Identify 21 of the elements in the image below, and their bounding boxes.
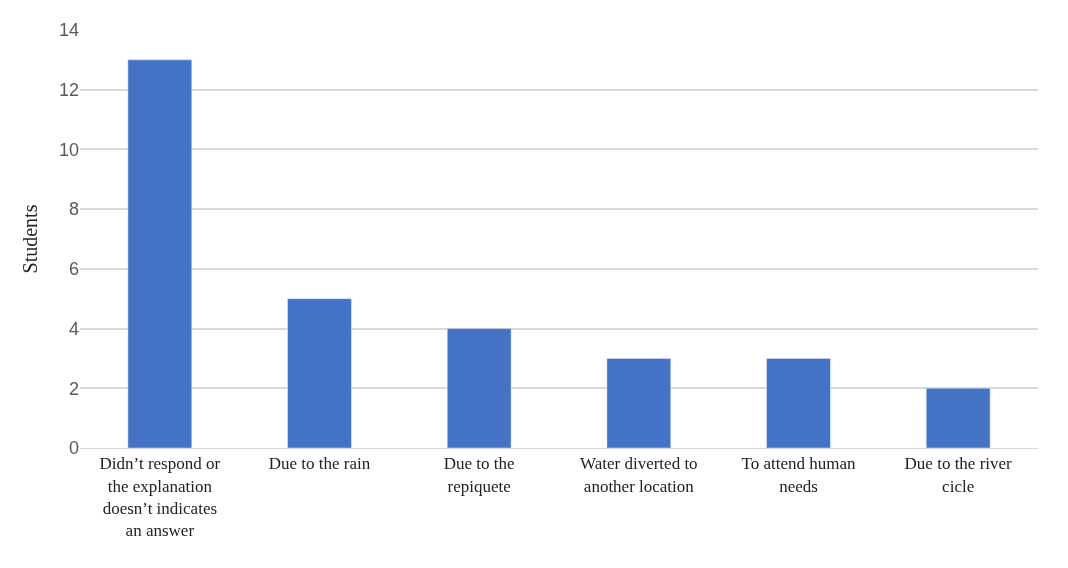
x-tick-label: Water diverted to another location xyxy=(580,454,698,496)
bar xyxy=(287,298,352,448)
y-tick-label: 12 xyxy=(58,80,79,101)
bar xyxy=(925,388,991,448)
y-tick-label: 4 xyxy=(68,318,79,339)
y-tick-label: 0 xyxy=(68,438,79,459)
x-tick-label: Due to the repiquete xyxy=(443,454,515,496)
y-tick-label: 6 xyxy=(68,259,79,280)
x-tick-label: To attend human needs xyxy=(741,454,856,496)
bar xyxy=(446,328,512,448)
x-tick-label: Due to the rain xyxy=(268,454,371,474)
y-tick-label: 14 xyxy=(58,20,79,41)
bar xyxy=(127,59,193,448)
y-tick-label: 10 xyxy=(58,139,79,160)
bar xyxy=(766,358,831,448)
bar xyxy=(606,358,672,448)
y-axis-title: Students xyxy=(19,204,42,274)
x-tick-label: Didn’t respond or the explanation doesn’t indicates an answer xyxy=(99,454,221,540)
y-tick-label: 2 xyxy=(68,378,79,399)
y-tick-label: 8 xyxy=(68,199,79,220)
x-tick-label: Due to the river cicle xyxy=(904,454,1013,496)
